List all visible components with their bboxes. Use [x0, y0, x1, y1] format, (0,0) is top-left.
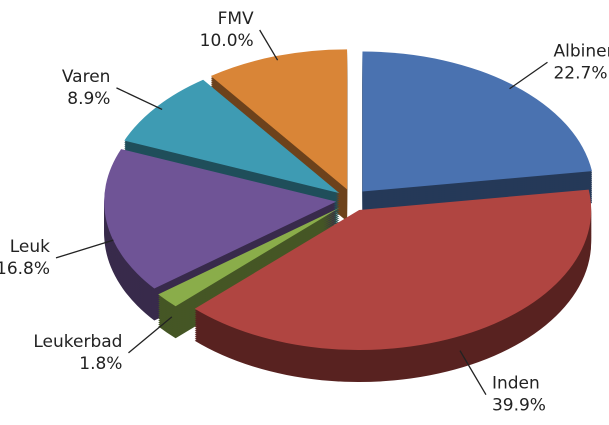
slice — [194, 189, 592, 351]
leader-line — [55, 239, 114, 259]
leader-line — [459, 350, 487, 396]
slice-value-label: 22.7% — [553, 63, 607, 83]
leader-line — [116, 87, 163, 111]
slice-value-label: 39.9% — [492, 396, 546, 416]
slice-label: Inden — [492, 374, 540, 394]
slice — [210, 49, 348, 190]
slice — [124, 79, 340, 194]
slice-label: Albinen — [553, 41, 609, 61]
slice-label: Leukerbad — [33, 332, 122, 352]
slice — [104, 149, 337, 289]
leader-line — [259, 29, 279, 61]
leader-line — [128, 316, 173, 354]
slice-value-label: 16.8% — [0, 259, 50, 279]
slice-value-label: 1.8% — [79, 354, 122, 374]
slice-label: Varen — [62, 67, 111, 87]
slice-label: Leuk — [10, 237, 50, 257]
slice-value-label: 8.9% — [67, 89, 110, 109]
leader-line — [509, 61, 548, 90]
slice-label: FMV — [218, 9, 254, 29]
slice-value-label: 10.0% — [200, 31, 254, 51]
slice — [362, 51, 592, 192]
slice — [158, 207, 341, 307]
